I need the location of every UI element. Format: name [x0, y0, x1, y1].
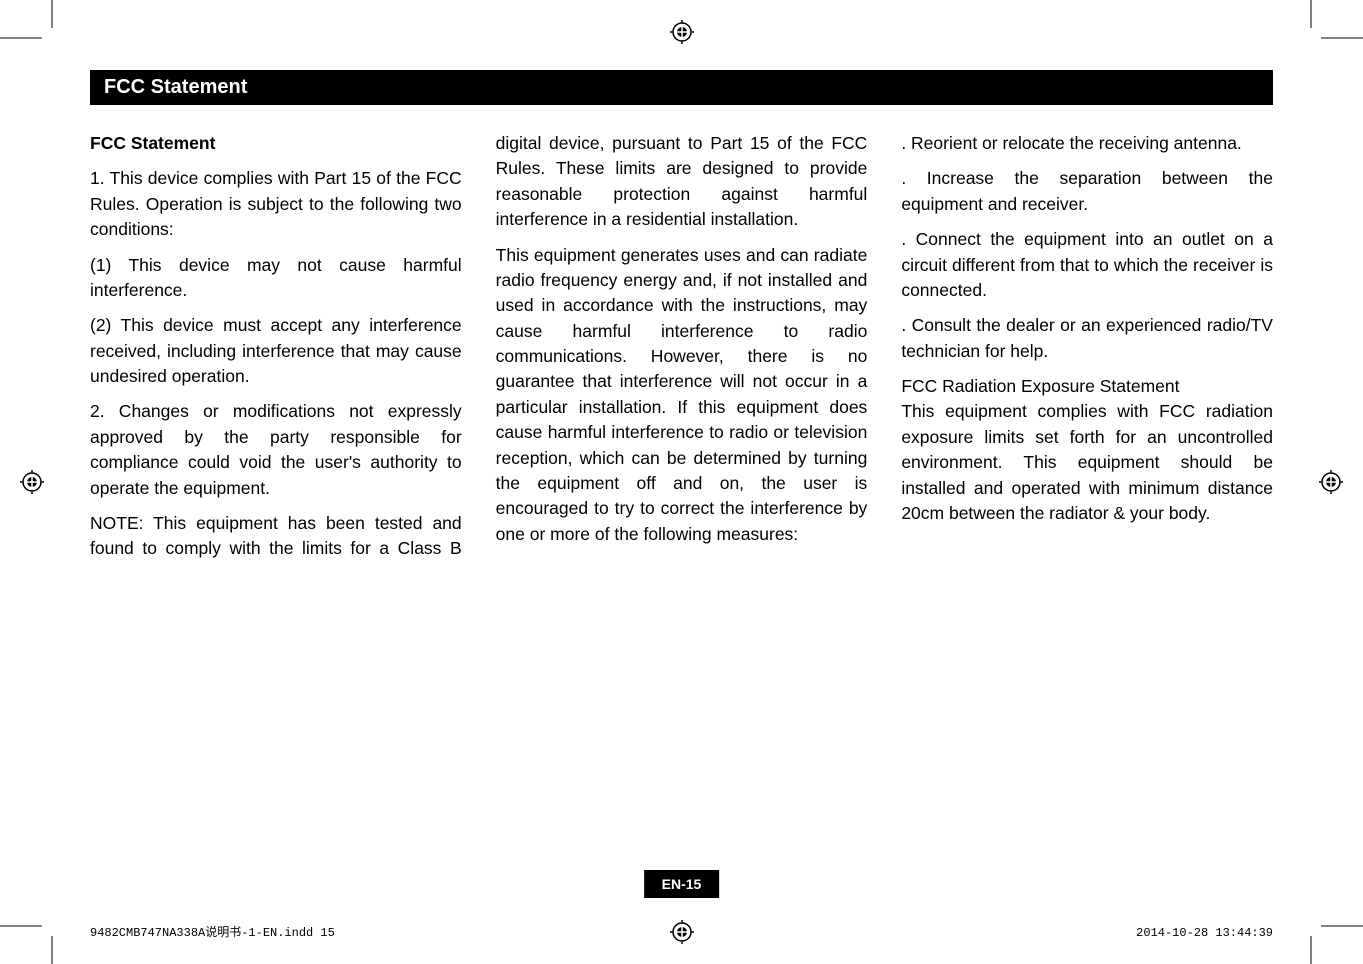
paragraph: This equipment generates uses and can ra…	[496, 243, 868, 548]
paragraph: . Reorient or relocate the receiving ant…	[901, 131, 1273, 156]
footer-filename: 9482CMB747NA338A说明书-1-EN.indd 15	[90, 923, 335, 940]
paragraph: 1. This device complies with Part 15 of …	[90, 166, 462, 242]
paragraph: This equipment complies with FCC radiati…	[901, 399, 1273, 526]
paragraph: . Connect the equipment into an outlet o…	[901, 227, 1273, 303]
crop-mark-br	[1293, 904, 1363, 964]
paragraph: 2. Changes or modifications not expressl…	[90, 399, 462, 501]
subheading: FCC Statement	[90, 131, 462, 156]
footer-timestamp: 2014-10-28 13:44:39	[1136, 926, 1273, 940]
paragraph: . Increase the separation between the eq…	[901, 166, 1273, 217]
registration-mark-top	[670, 20, 694, 44]
body-columns: FCC Statement 1. This device complies wi…	[90, 131, 1273, 562]
paragraph: (2) This device must accept any interfer…	[90, 313, 462, 389]
crop-mark-tl	[0, 0, 70, 60]
section-header: FCC Statement	[90, 70, 1273, 105]
paragraph: FCC Radiation Exposure Statement	[901, 374, 1273, 399]
registration-mark-bottom	[670, 920, 694, 944]
registration-mark-left	[20, 470, 44, 494]
paragraph: (1) This device may not cause harmful in…	[90, 253, 462, 304]
page-content: FCC Statement FCC Statement 1. This devi…	[90, 70, 1273, 854]
crop-mark-bl	[0, 904, 70, 964]
page-number-badge: EN-15	[644, 870, 720, 898]
crop-mark-tr	[1293, 0, 1363, 60]
paragraph: . Consult the dealer or an experienced r…	[901, 313, 1273, 364]
registration-mark-right	[1319, 470, 1343, 494]
